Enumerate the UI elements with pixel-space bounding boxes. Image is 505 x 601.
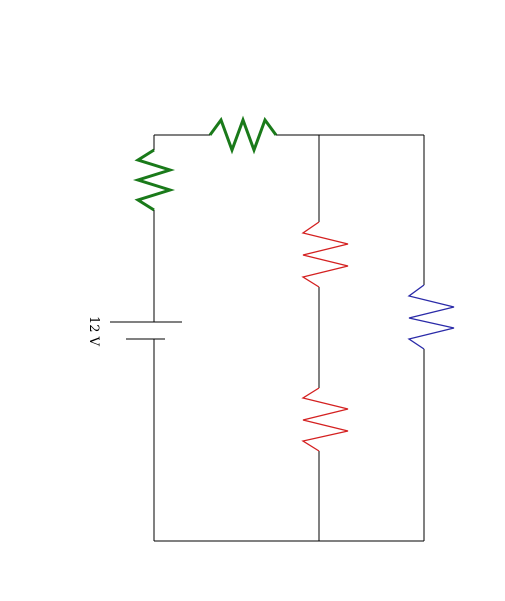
battery-voltage-label: 12 V [86, 316, 101, 347]
resistor-top [208, 115, 278, 155]
resistor-right [407, 284, 455, 350]
resistor-middle-lower [301, 387, 349, 452]
battery [110, 321, 182, 340]
resistor-left [132, 148, 176, 212]
resistor-middle-upper [301, 221, 349, 288]
